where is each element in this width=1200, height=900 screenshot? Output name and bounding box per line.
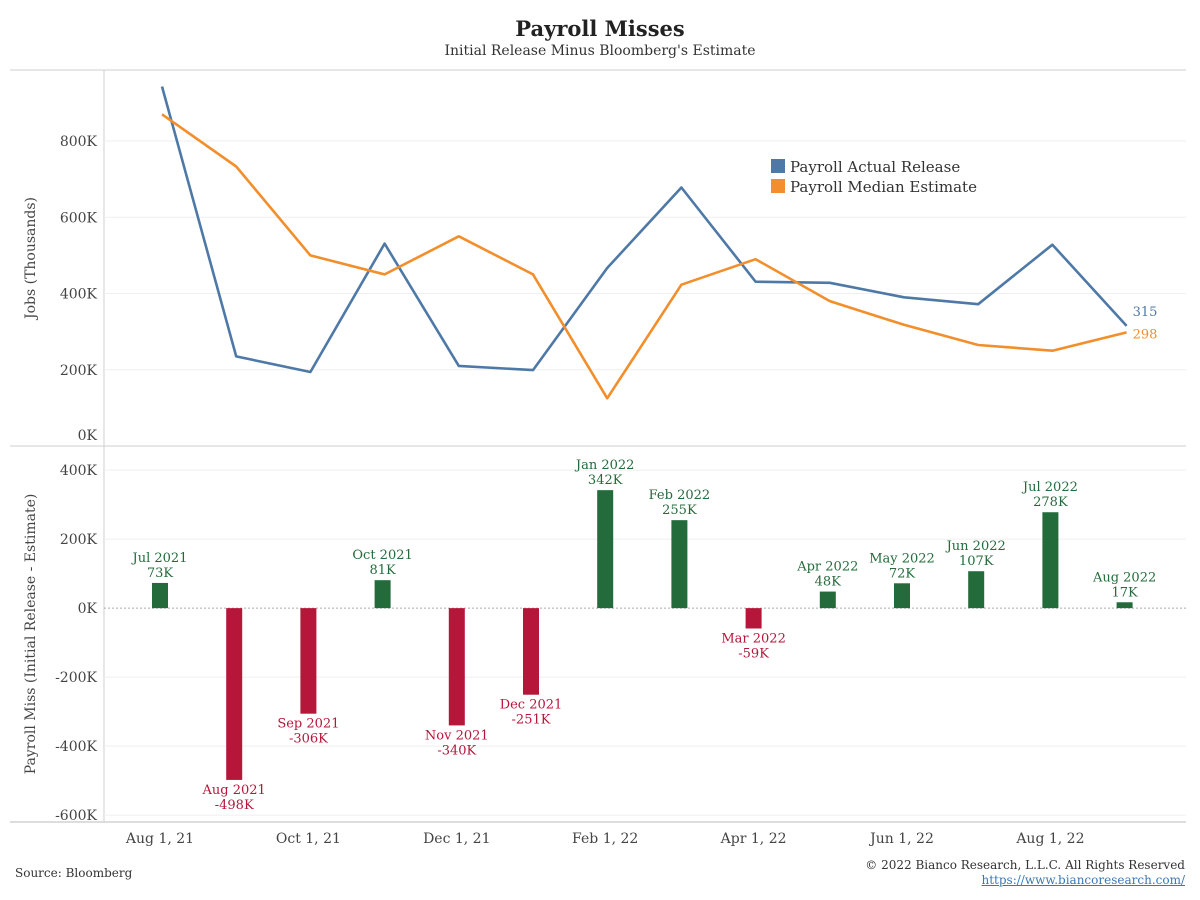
bar-value-label: 48K — [815, 575, 842, 590]
chart-title: Payroll Misses — [515, 16, 685, 41]
bar-month-label: Jan 2022 — [574, 458, 635, 473]
actual-end-label: 315 — [1133, 305, 1158, 320]
y-tick-label: 600K — [60, 210, 98, 226]
bar-value-label: 17K — [1111, 585, 1138, 600]
bar-value-label: -251K — [512, 713, 551, 728]
legend-swatch — [771, 159, 785, 173]
source-note: Source: Bloomberg — [15, 866, 133, 880]
bar — [300, 608, 317, 714]
bar-value-label: 72K — [889, 566, 916, 581]
bar-value-label: -306K — [289, 732, 328, 747]
bar-value-label: 255K — [662, 503, 697, 518]
bar — [448, 608, 465, 726]
bar-month-label: Dec 2021 — [500, 698, 563, 713]
y-tick-label: -600K — [55, 808, 97, 824]
x-tick-label: Dec 1, 21 — [423, 831, 490, 847]
x-tick-label: Feb 1, 22 — [572, 831, 638, 847]
bar — [1116, 602, 1133, 609]
bar-value-label: -59K — [738, 646, 769, 661]
bar-month-label: Feb 2022 — [649, 488, 711, 503]
y-axis-title: Jobs (Thousands) — [23, 197, 39, 321]
bar — [374, 580, 391, 609]
y-tick-label: 0K — [78, 601, 98, 617]
x-tick-label: Oct 1, 21 — [276, 831, 341, 847]
actual-release-line — [160, 86, 1128, 374]
bar — [894, 583, 910, 609]
x-tick-label: Aug 1, 22 — [1015, 831, 1084, 847]
bar — [968, 571, 985, 609]
copyright-note: © 2022 Bianco Research, L.L.C. All Right… — [865, 858, 1185, 872]
y-tick-label: 200K — [60, 532, 98, 548]
bar-month-label: Oct 2021 — [352, 548, 412, 563]
bar-month-label: Mar 2022 — [721, 631, 786, 646]
bar-month-label: May 2022 — [869, 551, 935, 566]
y-tick-label: 400K — [60, 463, 98, 479]
bar-value-label: 278K — [1033, 495, 1068, 510]
bar-month-label: Nov 2021 — [425, 728, 489, 743]
bar-value-label: 73K — [147, 566, 174, 581]
bar-month-label: Aug 2022 — [1092, 570, 1156, 585]
bar-month-label: Jul 2022 — [1021, 480, 1078, 495]
y-tick-label: 400K — [60, 287, 98, 303]
bar-month-label: Sep 2021 — [277, 717, 339, 732]
chart-subtitle: Initial Release Minus Bloomberg's Estima… — [444, 43, 756, 59]
y-tick-label: 0K — [78, 428, 98, 444]
median-estimate-line — [161, 113, 1127, 400]
bar — [597, 490, 614, 609]
bar-value-label: 342K — [588, 473, 623, 488]
y-tick-label: 200K — [60, 363, 98, 379]
x-tick-label: Aug 1, 21 — [125, 831, 194, 847]
bar-month-label: Jul 2021 — [131, 551, 188, 566]
y-tick-label: -400K — [55, 739, 97, 755]
bar — [226, 608, 243, 780]
bar — [671, 520, 688, 609]
y-tick-label: -200K — [55, 670, 97, 686]
bar — [1042, 512, 1059, 609]
y-axis-title: Payroll Miss (Initial Release - Estimate… — [23, 494, 39, 775]
bar-value-label: -340K — [437, 743, 476, 758]
bar — [819, 591, 836, 609]
legend-label: Payroll Actual Release — [790, 158, 960, 176]
website-link[interactable]: https://www.biancoresearch.com/ — [981, 873, 1185, 887]
bar-value-label: 81K — [369, 563, 396, 578]
bar — [523, 608, 539, 695]
bar-month-label: Jun 2022 — [945, 539, 1006, 554]
bar — [745, 608, 762, 629]
bar — [152, 582, 168, 609]
bar-value-label: 107K — [959, 554, 994, 569]
estimate-end-label: 298 — [1133, 327, 1158, 342]
bar-month-label: Aug 2021 — [202, 783, 266, 798]
legend-swatch — [771, 179, 785, 193]
x-tick-label: Apr 1, 22 — [720, 831, 787, 847]
bar-value-label: -498K — [215, 798, 254, 813]
legend-label: Payroll Median Estimate — [790, 178, 977, 196]
x-tick-label: Jun 1, 22 — [868, 831, 934, 847]
bar-month-label: Apr 2022 — [796, 560, 858, 575]
y-tick-label: 800K — [60, 134, 98, 150]
